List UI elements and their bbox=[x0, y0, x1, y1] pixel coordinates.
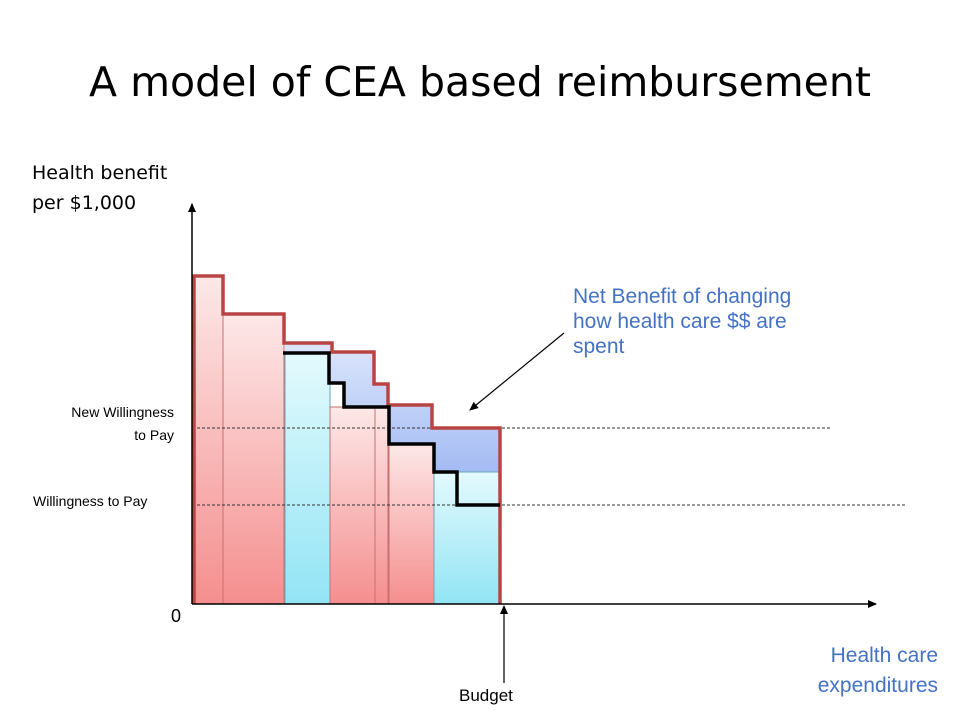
wtp-label: Willingness to Pay bbox=[33, 493, 148, 509]
y-axis-label: Health benefit per $1,000 bbox=[32, 158, 167, 218]
old-frontier-line bbox=[192, 274, 502, 604]
bar-blue-2 bbox=[433, 471, 500, 605]
bar-red-4 bbox=[374, 406, 389, 605]
callout-arrow bbox=[469, 332, 565, 411]
bar-red-1 bbox=[193, 275, 224, 605]
bar-blue-1 bbox=[284, 352, 331, 605]
new-frontier-line bbox=[283, 351, 500, 507]
x-axis-label-line1: Health care bbox=[830, 644, 938, 667]
origin-label: 0 bbox=[171, 606, 182, 626]
y-axis-label-line1: Health benefit bbox=[32, 162, 168, 184]
y-axis-label-line2: per $1,000 bbox=[32, 192, 137, 214]
x-axis-label: Health care expenditures bbox=[718, 641, 938, 701]
net-benefit-area bbox=[285, 343, 500, 505]
x-axis-label-line2: expenditures bbox=[817, 674, 938, 697]
new-wtp-label-line1: New Willingness bbox=[71, 404, 174, 420]
new-wtp-label: New Willingness to Pay bbox=[20, 401, 174, 447]
bar-red-5 bbox=[388, 443, 435, 605]
budget-label: Budget bbox=[459, 686, 513, 705]
slide-title: A model of CEA based reimbursement bbox=[89, 58, 871, 106]
new-wtp-label-line2: to Pay bbox=[134, 427, 174, 443]
bar-red-2 bbox=[222, 313, 285, 605]
net-benefit-callout: Net Benefit of changing how health care … bbox=[573, 285, 792, 358]
